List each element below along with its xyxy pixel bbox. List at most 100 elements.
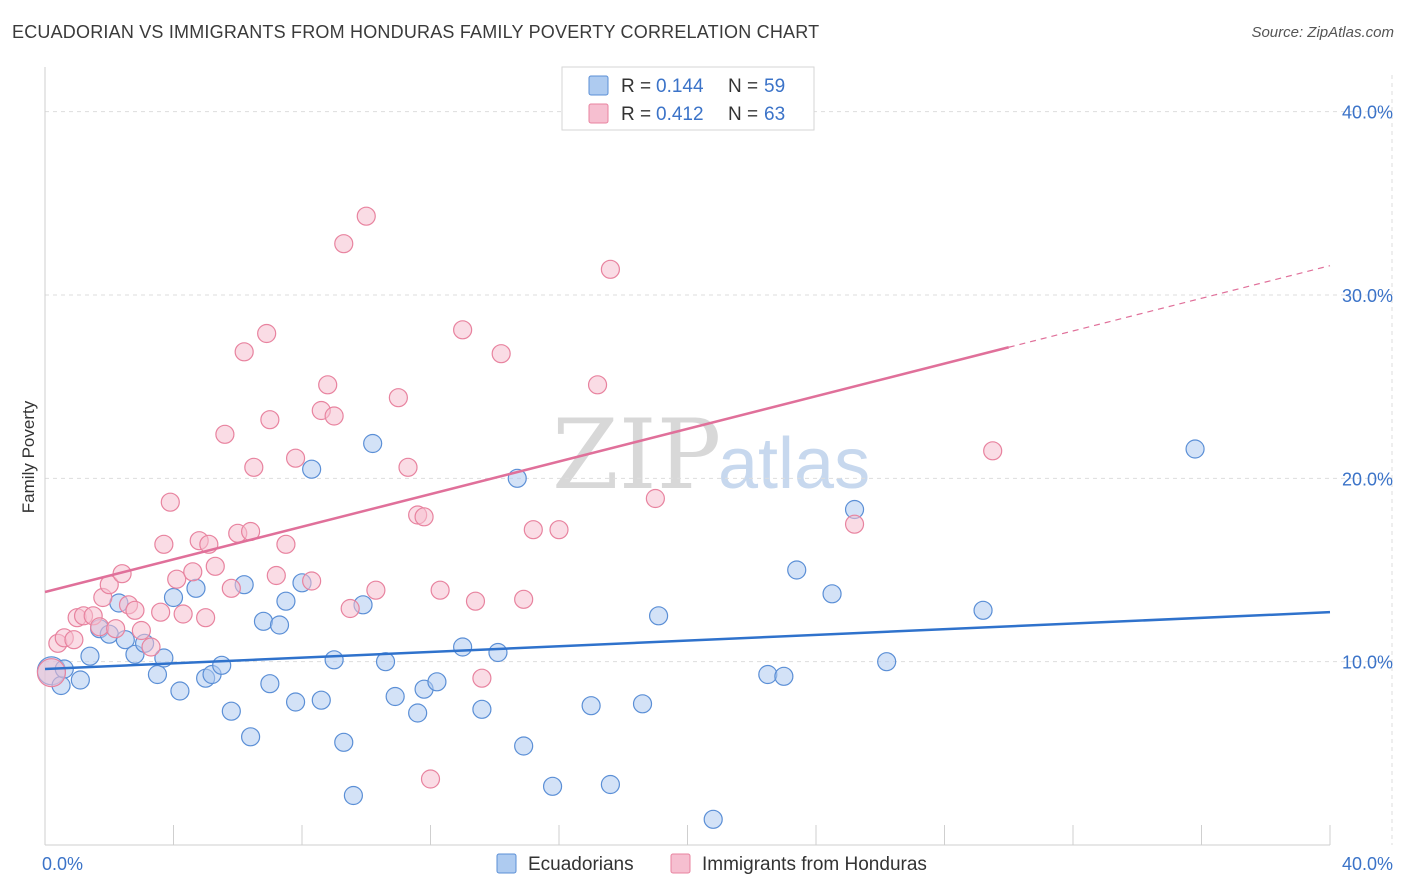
honduras-point: [167, 569, 187, 589]
source-label: Source: ZipAtlas.com: [1251, 24, 1394, 41]
grid-lines: [45, 75, 1393, 845]
honduras-point: [244, 457, 264, 477]
x-tick-label: 0.0%: [42, 854, 83, 874]
legend-n-value: 63: [764, 104, 785, 125]
legend: R = 0.144 N = 59 R = 0.412 N = 63: [561, 66, 815, 131]
ecuadorian-point: [80, 646, 100, 666]
legend-r-label: R =: [621, 104, 651, 125]
honduras-point: [125, 600, 145, 620]
ecuadorian-point: [648, 606, 669, 626]
honduras-point: [64, 630, 84, 650]
ecuadorian-point: [70, 670, 90, 690]
honduras-point: [221, 578, 241, 598]
ecuadorian-point: [758, 664, 778, 685]
honduras-point: [420, 769, 441, 789]
honduras-point: [587, 375, 608, 395]
axes: [44, 67, 1331, 846]
y-tick-label: 20.0%: [1342, 469, 1393, 489]
ecuadorian-point: [285, 692, 306, 712]
honduras-point: [260, 410, 280, 430]
ecuadorian-point: [269, 615, 290, 635]
ecuadorian-point: [276, 591, 296, 611]
honduras-point: [465, 591, 486, 611]
honduras-point: [334, 234, 354, 254]
honduras-point: [472, 668, 492, 688]
ecuadorian-point: [241, 727, 261, 747]
honduras-point: [514, 589, 534, 609]
honduras-point: [983, 441, 1003, 461]
ecuadorian-point: [212, 655, 232, 675]
ecuadorian-point: [774, 666, 794, 686]
ecuadorian-point: [453, 637, 473, 657]
ecuadorian-point: [385, 686, 405, 707]
honduras-point: [340, 598, 360, 619]
honduras-point: [257, 323, 277, 344]
honduras-point: [600, 259, 621, 279]
honduras-point: [141, 637, 161, 657]
ecuadorian-point: [147, 664, 168, 685]
honduras-point: [131, 620, 151, 641]
honduras-point: [844, 514, 865, 534]
y-axis-ticks: 10.0% 20.0% 30.0% 40.0%: [1342, 103, 1393, 673]
trend-line-extension: [1008, 265, 1331, 348]
honduras-point: [414, 507, 434, 527]
honduras-point: [523, 520, 543, 540]
honduras-point: [285, 448, 306, 468]
ecuadorian-point: [343, 785, 363, 806]
ecuadorian-point: [488, 642, 508, 663]
ecuadorian-point: [973, 600, 993, 620]
legend-r-value: 0.144: [656, 76, 704, 97]
x-axis-ticks: 0.0% 40.0%: [42, 854, 1393, 874]
ecuadorian-point: [600, 774, 621, 795]
ecuadorian-point: [302, 459, 322, 479]
ecuadorian-point: [581, 696, 601, 716]
honduras-point: [160, 492, 180, 512]
watermark-atlas: atlas: [718, 424, 870, 504]
honduras-point: [549, 520, 569, 540]
honduras-point: [318, 375, 338, 395]
ecuadorian-point: [221, 701, 241, 721]
honduras-point: [36, 658, 67, 688]
honduras-point: [276, 534, 296, 554]
honduras-point: [398, 457, 418, 477]
y-tick-label: 10.0%: [1342, 653, 1393, 673]
series-ecuadorians-points: [36, 433, 1205, 829]
honduras-point: [90, 617, 110, 637]
bottom-legend-label: Immigrants from Honduras: [702, 854, 927, 875]
ecuadorian-point: [408, 703, 428, 723]
legend-n-label: N =: [728, 76, 758, 97]
ecuadorian-point: [363, 433, 383, 454]
honduras-point: [173, 604, 193, 624]
bottom-legend-label: Ecuadorians: [528, 854, 634, 875]
ecuadorian-point: [260, 674, 280, 694]
honduras-point: [366, 580, 386, 600]
trend-line: [44, 610, 1331, 671]
ecuadorian-point: [472, 699, 492, 719]
watermark-zip: ZIP: [552, 399, 721, 511]
honduras-point: [388, 388, 408, 408]
honduras-point: [205, 556, 225, 576]
honduras-point: [324, 406, 344, 426]
bottom-legend-swatch-blue: [496, 853, 517, 874]
legend-swatch-pink: [588, 103, 609, 124]
legend-r-label: R =: [621, 76, 651, 97]
bottom-legend-swatch-pink: [670, 853, 691, 874]
honduras-point: [453, 320, 473, 340]
legend-r-value: 0.412: [656, 104, 704, 125]
ecuadorian-point: [186, 578, 206, 598]
ecuadorian-point: [311, 690, 331, 710]
honduras-point: [154, 534, 174, 554]
honduras-point: [196, 608, 216, 628]
ecuadorian-point: [514, 736, 534, 756]
ecuadorian-point: [170, 681, 190, 701]
ecuadorian-point: [163, 587, 184, 608]
honduras-point: [645, 488, 665, 509]
ecuadorian-point: [542, 776, 563, 796]
honduras-point: [356, 206, 376, 226]
ecuadorian-point: [427, 672, 447, 692]
trend-line: [44, 346, 1010, 594]
series-honduras-points: [36, 206, 1003, 789]
ecuadorian-point: [822, 584, 842, 604]
honduras-point: [215, 424, 235, 444]
bottom-legend: Ecuadorians Immigrants from Honduras: [496, 853, 927, 875]
